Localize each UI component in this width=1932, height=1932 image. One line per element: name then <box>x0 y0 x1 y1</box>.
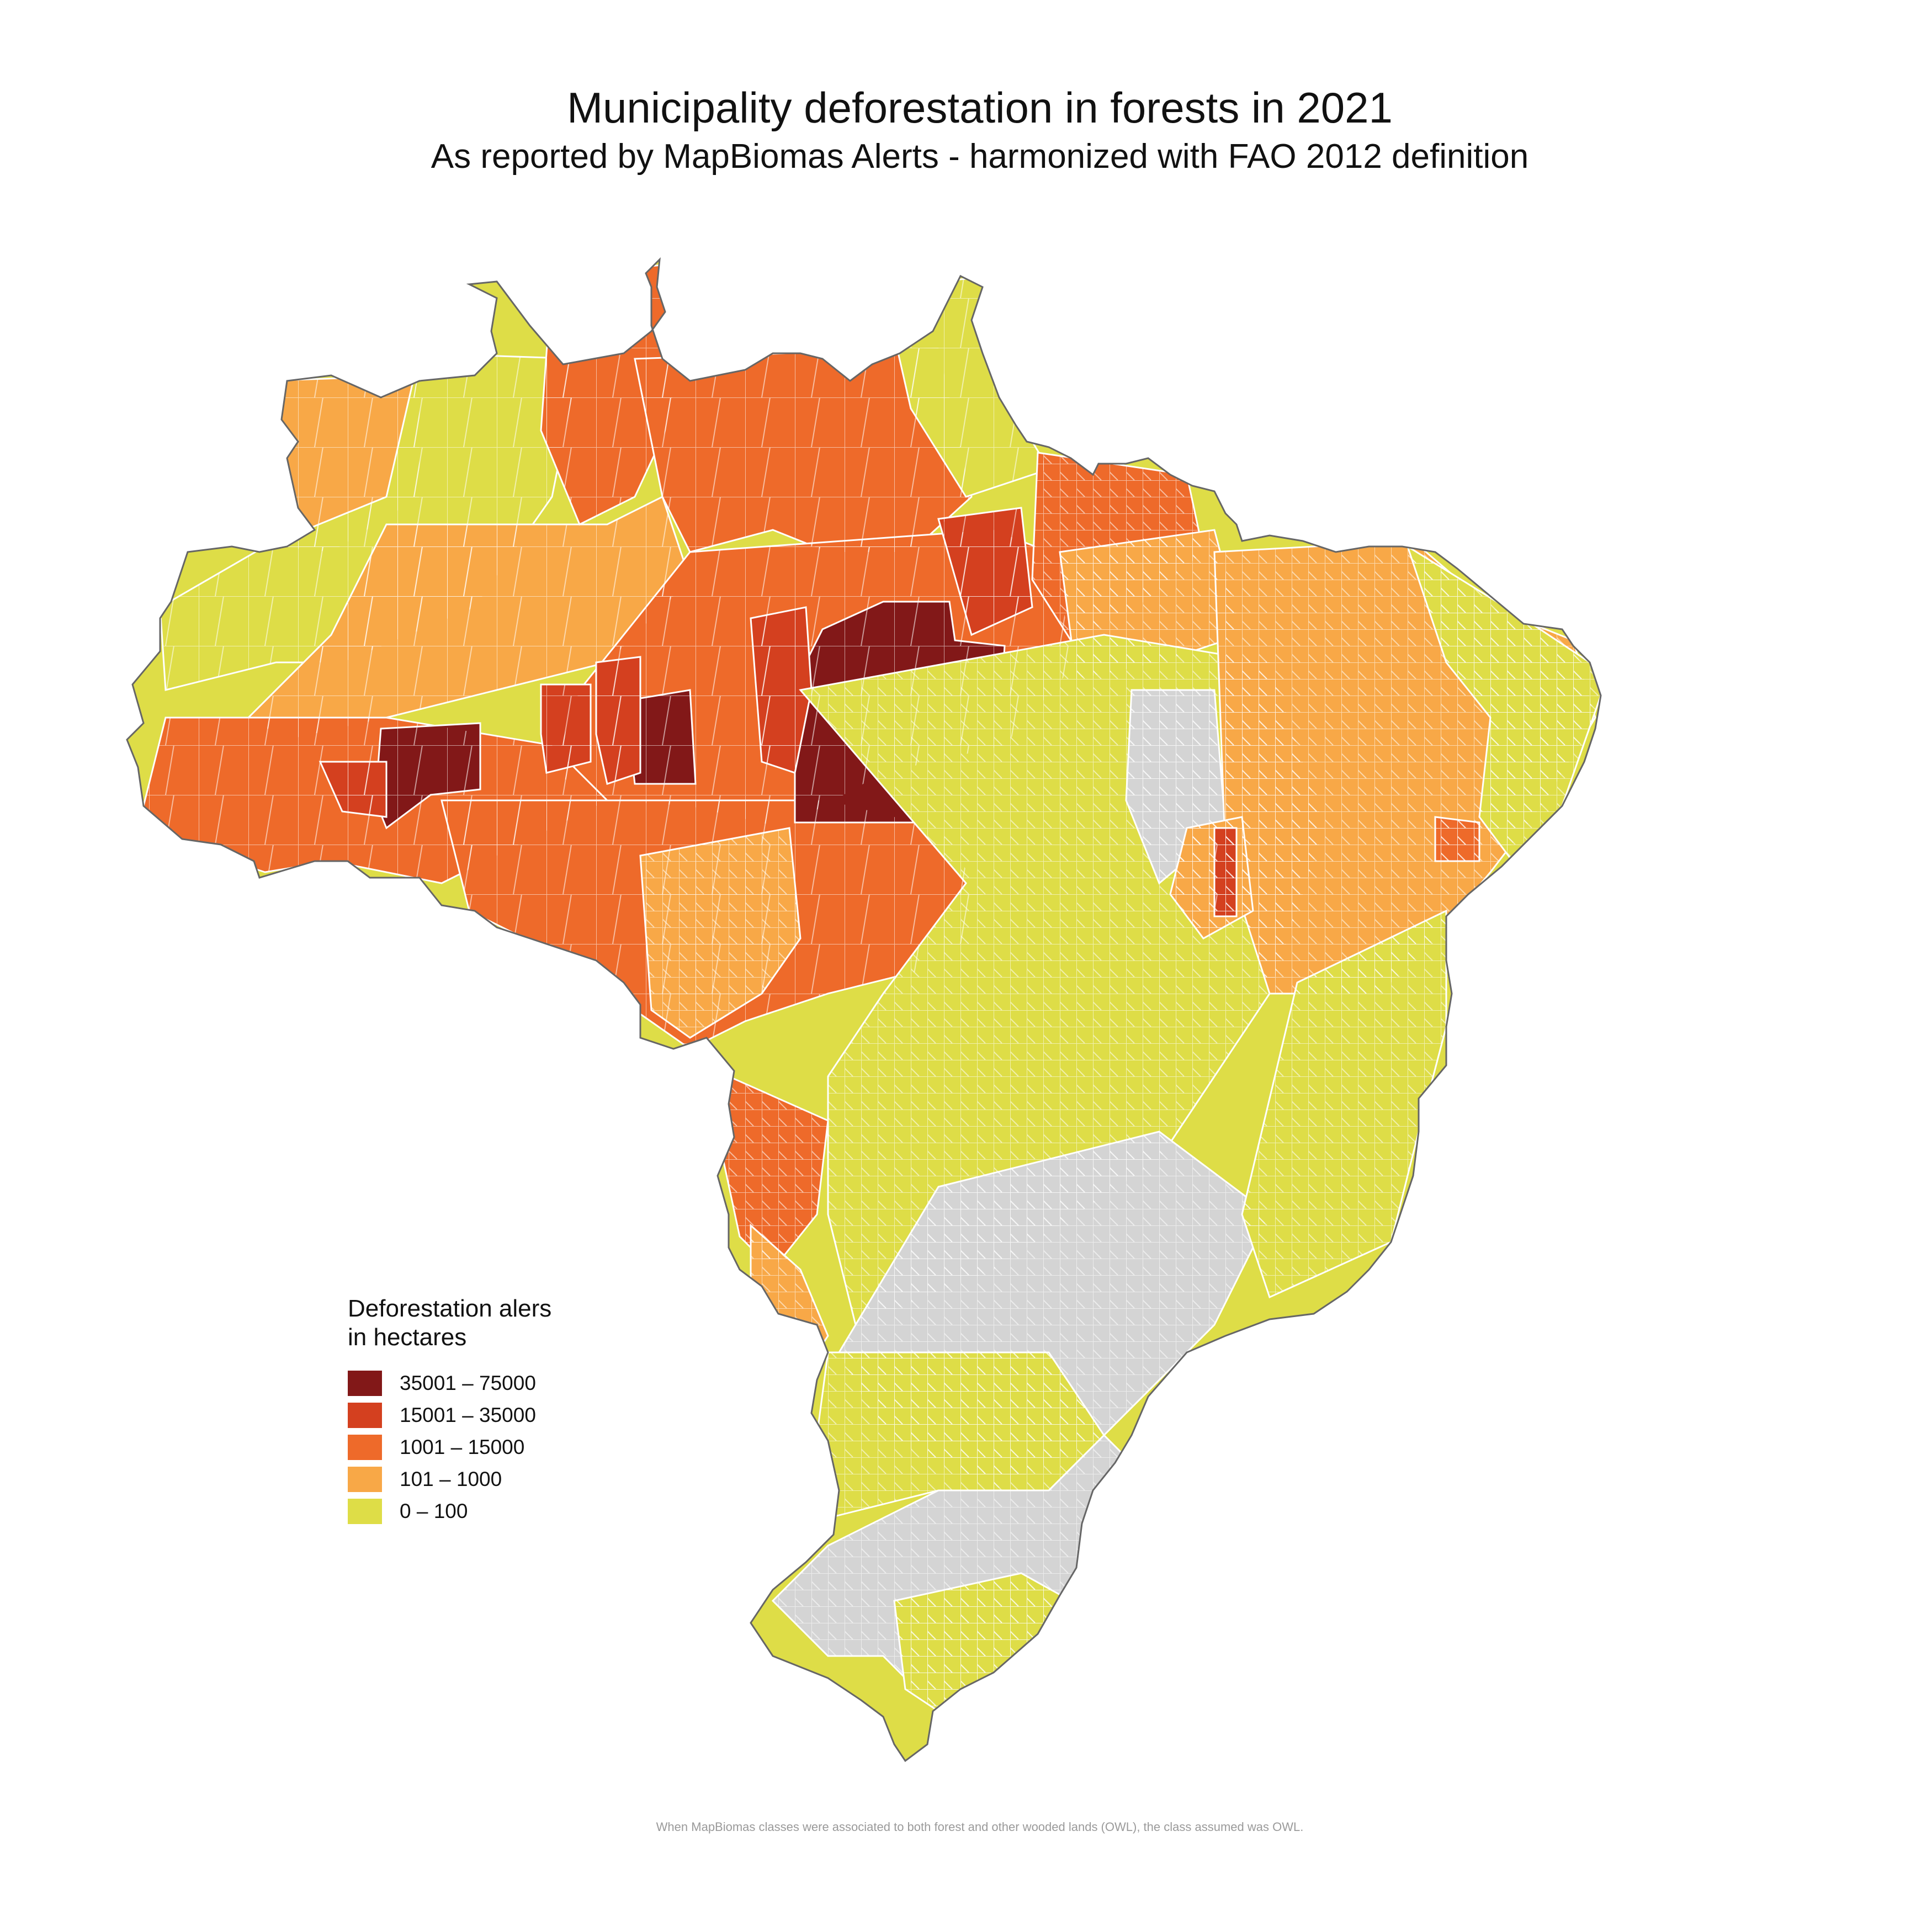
municipality-boundaries <box>1408 546 1601 861</box>
legend-label: 15001 – 35000 <box>400 1404 536 1426</box>
municipality-boundaries <box>248 497 690 740</box>
legend-swatch <box>348 1435 382 1460</box>
legend-item: 0 – 100 <box>348 1495 551 1527</box>
legend-item: 101 – 1000 <box>348 1463 551 1495</box>
municipality-boundaries <box>635 348 972 552</box>
municipality-boundaries <box>640 828 800 1038</box>
legend-swatch <box>348 1499 382 1524</box>
municipality-borders <box>144 265 1601 1711</box>
legend-swatch <box>348 1371 382 1396</box>
municipality-boundaries <box>541 684 591 773</box>
legend-title-line1: Deforestation alers <box>348 1295 552 1322</box>
municipality-boundaries <box>1435 817 1479 861</box>
legend-swatch <box>348 1467 382 1492</box>
map-title: Municipality deforestation in forests in… <box>567 83 1393 132</box>
legend-label: 0 – 100 <box>400 1500 468 1522</box>
footnote: When MapBiomas classes were associated t… <box>656 1820 1304 1834</box>
municipality-boundaries <box>320 762 386 817</box>
municipality-boundaries <box>751 1225 828 1352</box>
municipality-boundaries <box>1242 911 1446 1297</box>
legend-item: 15001 – 35000 <box>348 1399 551 1431</box>
municipality-boundaries <box>723 1076 828 1270</box>
legend-title: Deforestation alers in hectares <box>348 1294 551 1352</box>
municipality-boundaries <box>751 607 811 773</box>
legend-label: 1001 – 15000 <box>400 1436 525 1458</box>
municipality-boundaries <box>817 1352 1104 1518</box>
legend-label: 101 – 1000 <box>400 1468 502 1490</box>
municipality-boundaries <box>596 657 640 784</box>
municipality-boundaries <box>938 508 1032 635</box>
legend-label: 35001 – 75000 <box>400 1372 536 1394</box>
legend: Deforestation alers in hectares 35001 – … <box>348 1294 551 1527</box>
legend-item: 35001 – 75000 <box>348 1367 551 1399</box>
legend-item: 1001 – 15000 <box>348 1431 551 1463</box>
municipality-boundaries <box>894 1573 1071 1711</box>
municipality-boundaries <box>1214 828 1236 916</box>
legend-title-line2: in hectares <box>348 1324 467 1351</box>
map-subtitle: As reported by MapBiomas Alerts - harmon… <box>431 137 1529 176</box>
legend-swatch <box>348 1403 382 1428</box>
